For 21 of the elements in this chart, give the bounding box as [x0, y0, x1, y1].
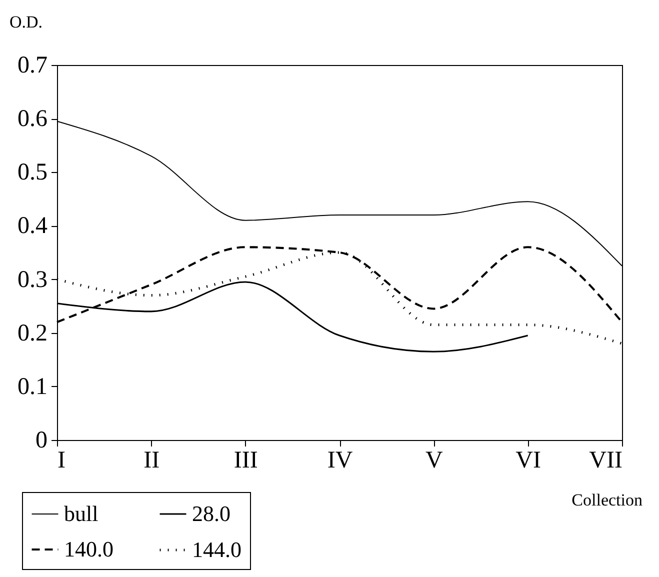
y-tick-label: 0 [36, 428, 48, 454]
x-tick-label: IV [327, 448, 354, 474]
x-tick-label: II [144, 448, 160, 474]
legend-label: bull [64, 501, 98, 526]
x-tick-label: I [58, 448, 66, 474]
legend-label: 140.0 [64, 536, 114, 562]
y-tick-label: 0.4 [18, 213, 48, 240]
legend-label: 28.0 [192, 501, 230, 526]
y-tick-label: 0.5 [18, 160, 48, 186]
y-axis-title: O.D. [10, 12, 43, 32]
y-tick-label: 0.3 [18, 266, 48, 293]
x-axis-title: Collection [572, 490, 643, 510]
y-tick-label: 0.2 [18, 320, 48, 346]
x-tick-label: VI [516, 448, 541, 474]
legend-label: 144.0 [192, 537, 242, 562]
y-tick-label: 0.6 [18, 106, 48, 132]
y-tick-label: 0.1 [18, 374, 48, 400]
x-tick-label: V [425, 448, 444, 474]
y-tick-label: 0.7 [18, 52, 48, 78]
x-tick-label: III [234, 448, 258, 474]
x-tick-label: VII [589, 448, 622, 474]
